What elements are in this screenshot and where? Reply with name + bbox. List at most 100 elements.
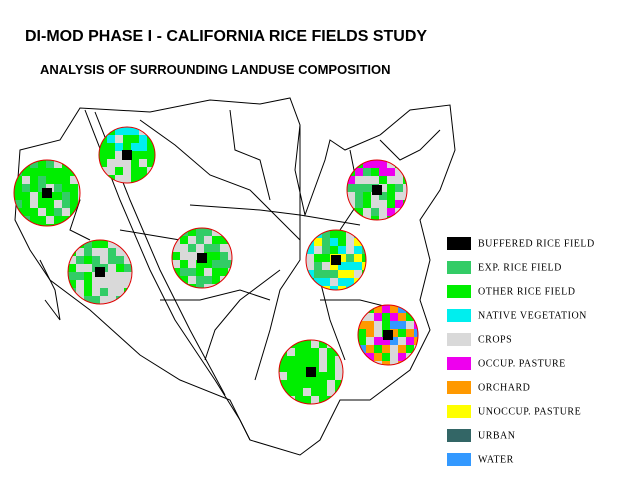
landuse-patch: [390, 321, 398, 329]
landuse-patch: [22, 224, 30, 226]
landuse-patch: [108, 280, 116, 288]
landuse-patch: [196, 268, 204, 276]
rice-field: [42, 188, 52, 198]
landuse-patch: [107, 159, 115, 167]
landuse-patch: [306, 286, 314, 290]
landuse-patch: [374, 329, 382, 337]
landuse-patch: [14, 184, 22, 192]
landuse-patch: [46, 216, 54, 224]
landuse-patch: [398, 361, 406, 365]
landuse-patch: [68, 280, 76, 288]
landuse-patch: [212, 228, 220, 236]
landuse-patch: [54, 216, 62, 224]
landuse-patch: [22, 168, 30, 176]
landuse-patch: [188, 244, 196, 252]
landuse-patch: [30, 192, 38, 200]
landuse-patch: [188, 260, 196, 268]
landuse-patch: [212, 252, 220, 260]
landuse-patch: [22, 200, 30, 208]
landuse-patch: [38, 168, 46, 176]
landuse-patch: [124, 272, 132, 280]
landuse-patch: [303, 388, 311, 396]
buffer-area: [14, 160, 80, 226]
landuse-patch: [78, 160, 80, 168]
landuse-patch: [363, 168, 371, 176]
landuse-patch: [99, 175, 107, 183]
landuse-patch: [180, 252, 188, 260]
landuse-patch: [22, 184, 30, 192]
legend-swatch: [447, 285, 471, 298]
landuse-patch: [390, 313, 398, 321]
landuse-patch: [295, 372, 303, 380]
landuse-patch: [76, 280, 84, 288]
landuse-patch: [335, 364, 343, 372]
landuse-patch: [406, 345, 414, 353]
landuse-patch: [204, 260, 212, 268]
buffer-outline: [357, 304, 419, 366]
landuse-patch: [390, 361, 398, 365]
landuse-patch: [107, 143, 115, 151]
landuse-patch: [115, 143, 123, 151]
landuse-patch: [347, 184, 355, 192]
landuse-patch: [363, 160, 371, 168]
landuse-patch: [362, 238, 366, 246]
legend-label: ORCHARD: [478, 382, 530, 393]
landuse-patch: [84, 240, 92, 248]
landuse-patch: [204, 228, 212, 236]
landuse-patch: [172, 228, 180, 236]
landuse-patch: [346, 270, 354, 278]
landuse-patch: [314, 262, 322, 270]
landuse-patch: [172, 244, 180, 252]
landuse-patch: [387, 184, 395, 192]
landuse-patch: [374, 337, 382, 345]
landuse-patch: [108, 256, 116, 264]
landuse-patch: [398, 305, 406, 313]
rice-field: [122, 150, 132, 160]
landuse-patch: [139, 143, 147, 151]
landuse-patch: [204, 252, 212, 260]
landuse-patch: [379, 168, 387, 176]
landuse-patch: [99, 159, 107, 167]
landuse-patch: [366, 321, 374, 329]
legend-label: EXP. RICE FIELD: [478, 262, 562, 273]
landuse-patch: [188, 268, 196, 276]
landuse-patch: [124, 256, 132, 264]
landuse-patch: [346, 254, 354, 262]
landuse-patch: [131, 159, 139, 167]
landuse-patch: [398, 329, 406, 337]
landuse-patch: [322, 262, 330, 270]
landuse-patch: [338, 230, 346, 238]
landuse-patch: [212, 276, 220, 284]
landuse-patch: [346, 238, 354, 246]
landuse-patch: [172, 252, 180, 260]
landuse-patch: [147, 151, 155, 159]
landuse-patch: [107, 135, 115, 143]
landuse-patch: [395, 192, 403, 200]
landuse-patch: [306, 254, 314, 262]
landuse-patch: [123, 175, 131, 183]
landuse-patch: [387, 176, 395, 184]
landuse-patch: [212, 268, 220, 276]
landuse-patch: [303, 380, 311, 388]
landuse-patch: [62, 176, 70, 184]
landuse-patch: [398, 321, 406, 329]
landuse-patch: [327, 356, 335, 364]
landuse-patch: [311, 388, 319, 396]
landuse-patch: [319, 380, 327, 388]
landuse-patch: [204, 244, 212, 252]
landuse-patch: [382, 305, 390, 313]
legend-swatch: [447, 237, 471, 250]
landuse-patch: [220, 244, 228, 252]
landuse-patch: [100, 296, 108, 304]
landuse-patch: [322, 270, 330, 278]
landuse-patch: [196, 276, 204, 284]
landuse-patch: [403, 192, 407, 200]
landuse-patch: [314, 278, 322, 286]
landuse-patch: [228, 268, 232, 276]
landuse-patch: [188, 276, 196, 284]
landuse-patch: [303, 340, 311, 348]
landuse-patch: [366, 329, 374, 337]
landuse-patch: [180, 260, 188, 268]
legend: BUFFERED RICE FIELD EXP. RICE FIELD OTHER …: [447, 237, 594, 466]
landuse-patch: [115, 167, 123, 175]
